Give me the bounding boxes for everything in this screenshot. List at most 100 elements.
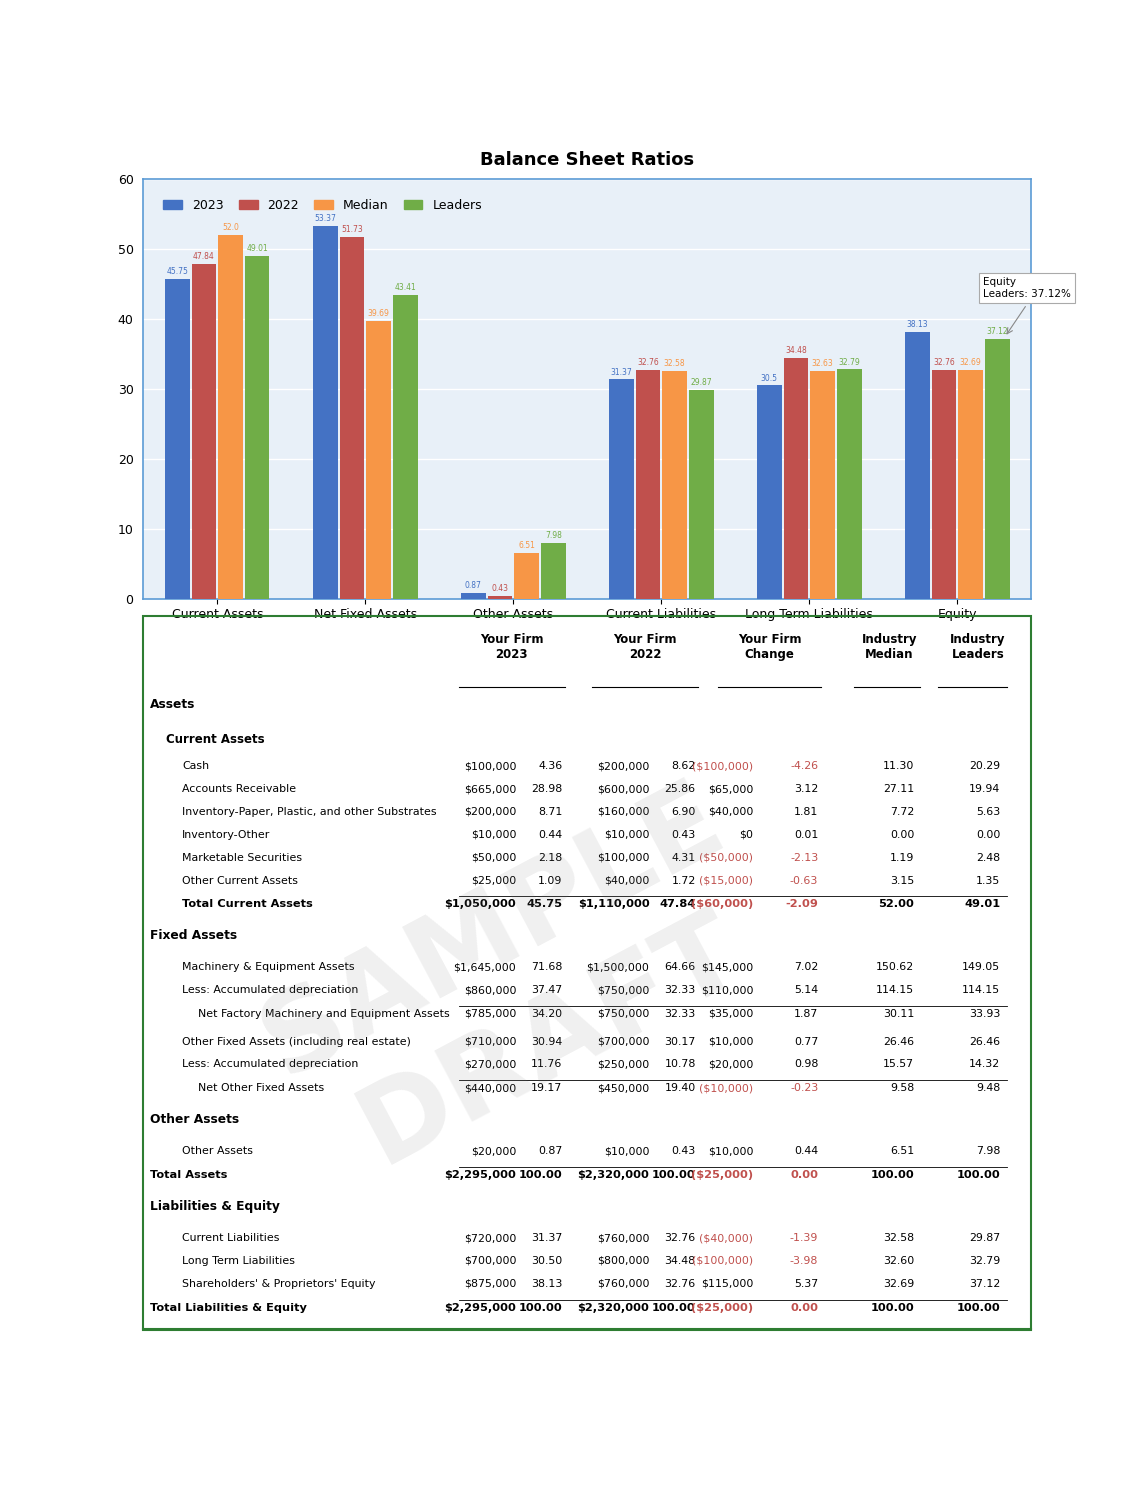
Text: $110,000: $110,000 — [701, 985, 753, 995]
Text: 5.14: 5.14 — [794, 985, 818, 995]
Text: 100.00: 100.00 — [957, 1303, 1000, 1313]
Text: 30.94: 30.94 — [532, 1037, 563, 1047]
Text: $250,000: $250,000 — [597, 1059, 650, 1070]
Text: 7.72: 7.72 — [890, 807, 915, 817]
Text: 1.09: 1.09 — [539, 875, 563, 886]
Text: ($15,000): ($15,000) — [699, 875, 753, 886]
Text: 1.87: 1.87 — [794, 1008, 818, 1019]
Text: 29.87: 29.87 — [970, 1233, 1000, 1243]
Text: 43.41: 43.41 — [394, 284, 416, 293]
Text: 32.69: 32.69 — [882, 1279, 915, 1289]
Text: $760,000: $760,000 — [597, 1233, 650, 1243]
Text: $700,000: $700,000 — [597, 1037, 650, 1047]
Text: -2.09: -2.09 — [785, 899, 818, 910]
Text: 30.50: 30.50 — [532, 1256, 563, 1265]
Text: -2.13: -2.13 — [790, 853, 818, 862]
Text: 34.48: 34.48 — [785, 345, 807, 356]
Text: 27.11: 27.11 — [882, 784, 915, 795]
Text: 100.00: 100.00 — [519, 1303, 563, 1313]
Text: 49.01: 49.01 — [246, 245, 268, 254]
Text: 47.84: 47.84 — [193, 252, 214, 261]
Text: Other Current Assets: Other Current Assets — [182, 875, 298, 886]
Text: -0.23: -0.23 — [790, 1083, 818, 1094]
Text: 19.17: 19.17 — [531, 1083, 563, 1094]
Bar — [905, 332, 929, 599]
Text: 14.32: 14.32 — [970, 1059, 1000, 1070]
Text: $10,000: $10,000 — [708, 1146, 753, 1156]
Text: $20,000: $20,000 — [471, 1146, 516, 1156]
Text: $160,000: $160,000 — [597, 807, 650, 817]
Text: 32.60: 32.60 — [882, 1256, 915, 1265]
Text: $750,000: $750,000 — [597, 985, 650, 995]
Text: $2,320,000: $2,320,000 — [578, 1303, 650, 1313]
Bar — [339, 238, 364, 599]
Text: 37.47: 37.47 — [532, 985, 563, 995]
Text: Fixed Assets: Fixed Assets — [150, 929, 237, 941]
Text: Your Firm
Change: Your Firm Change — [738, 633, 801, 662]
Text: 11.30: 11.30 — [882, 762, 915, 771]
Text: 5.37: 5.37 — [794, 1279, 818, 1289]
Text: 114.15: 114.15 — [963, 985, 1000, 995]
Text: 51.73: 51.73 — [342, 226, 363, 235]
Legend: 2023, 2022, Median, Leaders: 2023, 2022, Median, Leaders — [158, 194, 487, 217]
Text: $665,000: $665,000 — [464, 784, 516, 795]
Text: Accounts Receivable: Accounts Receivable — [182, 784, 297, 795]
Text: 1.81: 1.81 — [794, 807, 818, 817]
Text: 49.01: 49.01 — [964, 899, 1000, 910]
Text: $860,000: $860,000 — [464, 985, 516, 995]
Text: 53.37: 53.37 — [314, 214, 336, 223]
Text: Industry
Median: Industry Median — [862, 633, 917, 662]
Text: -1.39: -1.39 — [790, 1233, 818, 1243]
Text: 100.00: 100.00 — [871, 1170, 915, 1180]
Text: 100.00: 100.00 — [871, 1303, 915, 1313]
Text: $200,000: $200,000 — [597, 762, 650, 771]
Text: $2,295,000: $2,295,000 — [445, 1170, 516, 1180]
Text: Industry
Leaders: Industry Leaders — [950, 633, 1006, 662]
Text: 33.93: 33.93 — [968, 1008, 1000, 1019]
Text: $115,000: $115,000 — [701, 1279, 753, 1289]
Text: 25.86: 25.86 — [665, 784, 696, 795]
Text: 47.84: 47.84 — [659, 899, 696, 910]
Text: 100.00: 100.00 — [519, 1170, 563, 1180]
Text: $2,295,000: $2,295,000 — [445, 1303, 516, 1313]
Text: ($25,000): ($25,000) — [691, 1303, 753, 1313]
Text: $450,000: $450,000 — [597, 1083, 650, 1094]
Text: Long Term Liabilities: Long Term Liabilities — [182, 1256, 296, 1265]
Text: 34.20: 34.20 — [532, 1008, 563, 1019]
Text: 32.58: 32.58 — [884, 1233, 915, 1243]
Text: -3.98: -3.98 — [790, 1256, 818, 1265]
Text: $20,000: $20,000 — [708, 1059, 753, 1070]
Text: Total Assets: Total Assets — [150, 1170, 228, 1180]
Text: $65,000: $65,000 — [708, 784, 753, 795]
Text: $1,110,000: $1,110,000 — [578, 899, 650, 910]
Bar — [784, 357, 808, 599]
Text: $100,000: $100,000 — [464, 762, 516, 771]
Text: 4.31: 4.31 — [672, 853, 696, 862]
Text: $785,000: $785,000 — [464, 1008, 516, 1019]
Text: Marketable Securities: Marketable Securities — [182, 853, 303, 862]
Text: $760,000: $760,000 — [597, 1279, 650, 1289]
Bar — [165, 279, 189, 599]
Text: Total Current Assets: Total Current Assets — [182, 899, 313, 910]
Bar — [541, 542, 565, 599]
Text: 32.63: 32.63 — [811, 359, 833, 368]
Text: 32.33: 32.33 — [665, 985, 696, 995]
Text: 0.87: 0.87 — [465, 581, 481, 590]
Text: 32.79: 32.79 — [970, 1256, 1000, 1265]
Text: 32.76: 32.76 — [933, 359, 955, 368]
Text: 0.00: 0.00 — [791, 1303, 818, 1313]
Text: $50,000: $50,000 — [471, 853, 516, 862]
Text: 0.98: 0.98 — [794, 1059, 818, 1070]
Text: ($10,000): ($10,000) — [699, 1083, 753, 1094]
Text: 19.40: 19.40 — [665, 1083, 696, 1094]
Text: ($50,000): ($50,000) — [699, 853, 753, 862]
Text: $40,000: $40,000 — [604, 875, 650, 886]
Text: 100.00: 100.00 — [957, 1170, 1000, 1180]
Text: Machinery & Equipment Assets: Machinery & Equipment Assets — [182, 962, 355, 973]
Text: 100.00: 100.00 — [652, 1170, 696, 1180]
Text: 6.90: 6.90 — [672, 807, 696, 817]
Text: $1,645,000: $1,645,000 — [454, 962, 516, 973]
Text: 32.58: 32.58 — [664, 359, 685, 368]
Text: 7.98: 7.98 — [544, 530, 562, 539]
Text: 34.48: 34.48 — [665, 1256, 696, 1265]
